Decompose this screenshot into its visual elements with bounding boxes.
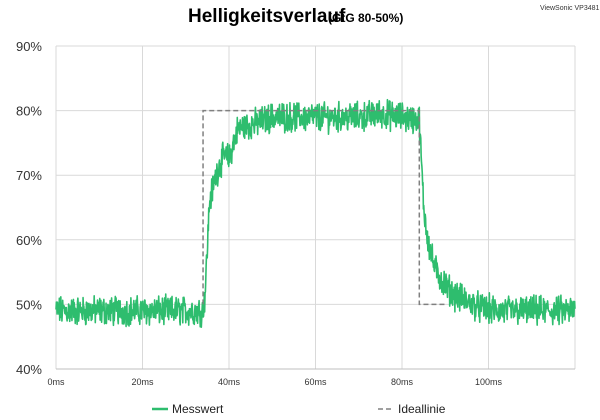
- plot-area: [55, 98, 576, 329]
- x-tick-label: 20ms: [131, 377, 154, 387]
- y-tick-label: 70%: [16, 168, 42, 183]
- chart-title: Helligkeitsverlauf: [188, 6, 346, 27]
- y-tick-label: 60%: [16, 233, 42, 248]
- x-tick-label: 40ms: [218, 377, 241, 387]
- gridlines: [55, 45, 576, 370]
- series-messwert-line: [55, 98, 576, 329]
- y-tick-label: 50%: [16, 297, 42, 312]
- y-tick-label: 40%: [16, 362, 42, 377]
- y-axis-ticks: 40% 50% 60% 70% 80% 90%: [16, 39, 42, 377]
- legend-label: Messwert: [172, 402, 224, 416]
- y-tick-label: 80%: [16, 104, 42, 119]
- legend-item-messwert: Messwert: [152, 402, 224, 416]
- legend: Messwert Ideallinie: [152, 402, 446, 416]
- x-tick-label: 100ms: [475, 377, 503, 387]
- legend-item-ideallinie: Ideallinie: [378, 402, 446, 416]
- x-axis-ticks: 0ms 20ms 40ms 60ms 80ms 100ms: [47, 377, 502, 387]
- x-tick-label: 0ms: [47, 377, 65, 387]
- chart-subtitle: (GtG 80-50%): [328, 11, 403, 25]
- legend-label: Ideallinie: [398, 402, 446, 416]
- watermark: ViewSonic VP3481: [540, 5, 600, 12]
- x-tick-label: 60ms: [304, 377, 327, 387]
- series-ideallinie-line: [202, 109, 446, 306]
- x-tick-label: 80ms: [391, 377, 414, 387]
- y-tick-label: 90%: [16, 39, 42, 54]
